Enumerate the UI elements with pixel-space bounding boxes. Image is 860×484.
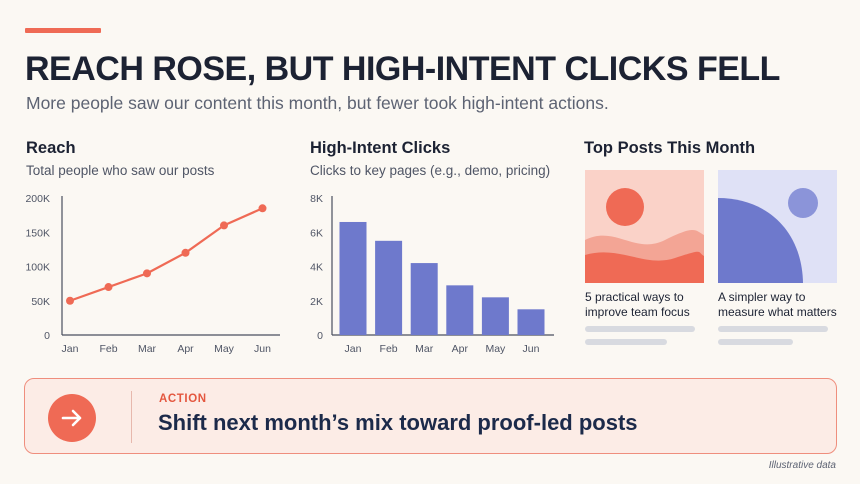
reach-data-point (181, 248, 190, 257)
arrow-right-icon[interactable] (48, 394, 96, 442)
x-tick-label: May (214, 343, 235, 355)
post-1-caption[interactable]: 5 practical ways to improve team focus (585, 290, 690, 319)
clicks-bar (410, 263, 438, 335)
reach-line-chart: 0 50K 100K 150K 200K Jan Feb Mar Apr May Jun (25, 193, 280, 355)
page-subtitle: More people saw our content this month, … (26, 93, 609, 113)
post-1-text-placeholder (585, 326, 695, 332)
reach-data-point (258, 204, 267, 213)
page-title: REACH ROSE, BUT HIGH-INTENT CLICKS FELL (25, 50, 780, 88)
landscape-image-icon (585, 170, 704, 283)
reach-data-point (143, 269, 151, 278)
y-tick-label: 2K (310, 296, 323, 308)
accent-bar (25, 28, 101, 33)
x-tick-label: Mar (415, 343, 434, 355)
x-tick-label: Apr (452, 343, 469, 355)
clicks-bar (339, 221, 367, 335)
reach-chart-title: Reach (26, 139, 76, 157)
chart-image-icon (718, 170, 837, 283)
y-tick-label: 0 (44, 330, 50, 342)
x-tick-label: Jun (523, 343, 540, 355)
clicks-bar-chart: 0 2K 4K 6K 8K Jan Feb Mar Apr May Jun (310, 193, 554, 355)
y-tick-label: 150K (25, 227, 50, 239)
y-tick-label: 100K (25, 262, 50, 274)
clicks-bar (517, 309, 545, 335)
clicks-bar (481, 297, 509, 335)
y-tick-label: 0 (317, 330, 323, 342)
x-tick-label: Mar (138, 343, 157, 355)
post-2-text-placeholder (718, 326, 828, 332)
footnote: Illustrative data (768, 460, 836, 471)
reach-series-line (69, 207, 263, 302)
post-2-caption[interactable]: A simpler way to measure what matters (718, 290, 837, 319)
post-2-thumbnail[interactable] (718, 170, 837, 283)
reach-data-point (104, 283, 113, 292)
clicks-bar (446, 285, 474, 335)
y-tick-label: 50K (31, 296, 50, 308)
action-callout: ACTION Shift next month’s mix toward pro… (24, 378, 837, 454)
x-tick-label: Jan (345, 343, 362, 355)
action-label: ACTION (159, 393, 207, 405)
reach-data-point (220, 221, 228, 230)
x-tick-label: Jun (254, 343, 271, 355)
x-tick-label: Jan (62, 343, 79, 355)
y-tick-label: 6K (310, 227, 323, 239)
x-tick-label: Feb (99, 343, 117, 355)
action-text: Shift next month’s mix toward proof-led … (158, 410, 638, 435)
top-posts-title: Top Posts This Month (584, 139, 756, 157)
post-1-thumbnail[interactable] (585, 170, 704, 283)
y-tick-label: 4K (310, 262, 323, 274)
post-2-text-placeholder (718, 339, 793, 345)
y-tick-label: 200K (25, 193, 50, 205)
reach-data-point (66, 296, 74, 305)
x-tick-label: Feb (380, 343, 398, 355)
post-1-text-placeholder (585, 339, 667, 345)
reach-chart-subtitle: Total people who saw our posts (26, 163, 215, 178)
clicks-bar (375, 240, 403, 335)
x-tick-label: May (485, 343, 506, 355)
x-tick-label: Apr (177, 343, 194, 355)
y-tick-label: 8K (310, 193, 323, 205)
clicks-chart-subtitle: Clicks to key pages (e.g., demo, pricing… (310, 163, 551, 178)
clicks-chart-title: High-Intent Clicks (310, 139, 451, 157)
action-divider (131, 391, 132, 443)
